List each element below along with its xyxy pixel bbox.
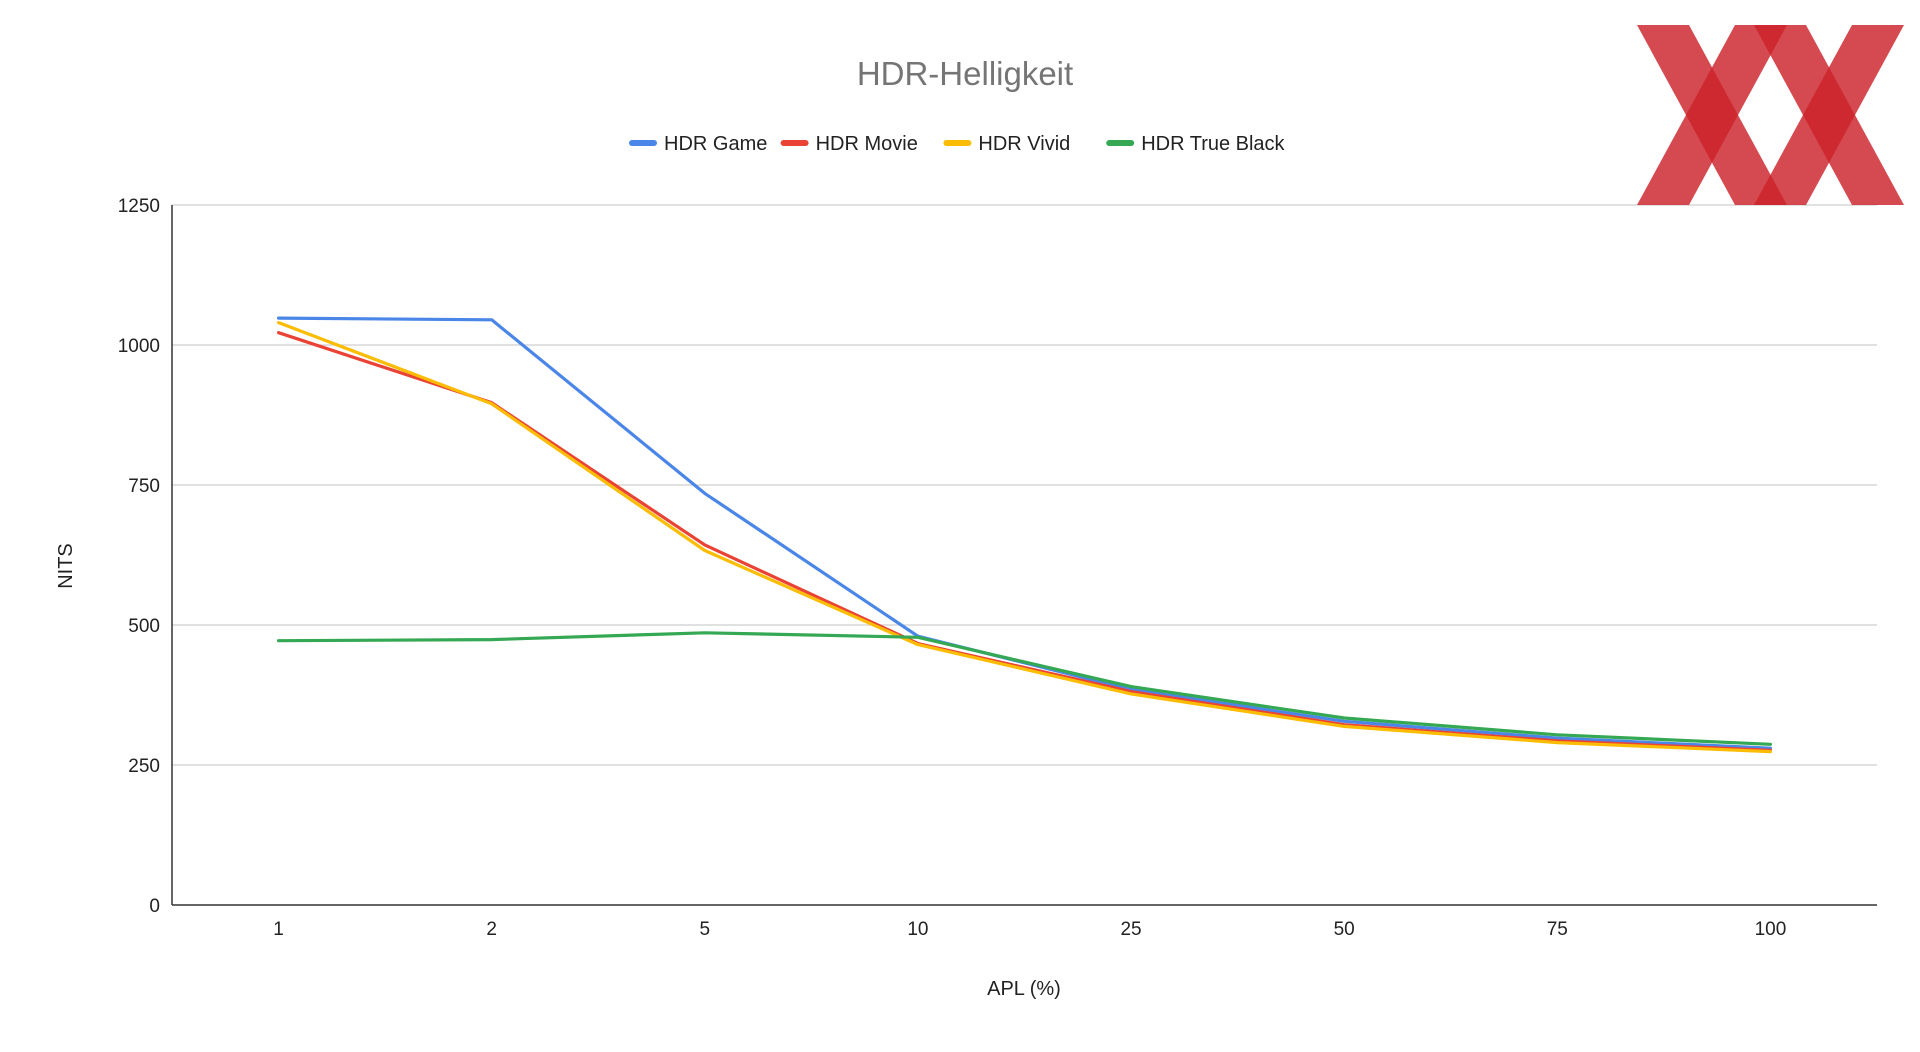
x-tick-label: 2 <box>486 919 497 940</box>
legend-item: HDR True Black <box>1106 133 1286 155</box>
x-tick-label: 1 <box>273 919 284 940</box>
y-tick-label: 500 <box>128 616 160 637</box>
y-tick-label: 1250 <box>118 196 160 217</box>
gridlines <box>172 204 1877 766</box>
legend-label: HDR Vivid <box>978 133 1070 155</box>
y-tick-label: 750 <box>128 476 160 497</box>
x-axis-label: APL (%) <box>987 978 1061 1000</box>
x-tick-label: 75 <box>1547 919 1568 940</box>
y-axis-label: NITS <box>55 543 77 589</box>
y-tick-label: 0 <box>149 896 160 917</box>
x-tick-label: 5 <box>700 919 711 940</box>
hardwareluxx-xx-logo-icon <box>1637 25 1904 205</box>
x-axis-tick-labels: 1 2 5 10 25 50 75 100 <box>273 919 1786 940</box>
logo-stroke <box>1754 25 1904 205</box>
legend-item: HDR Movie <box>780 133 918 155</box>
legend-item: HDR Game <box>629 133 767 155</box>
legend-label: HDR True Black <box>1141 133 1285 155</box>
x-tick-label: 100 <box>1755 919 1787 940</box>
legend-item: HDR Vivid <box>943 133 1070 155</box>
x-tick-label: 50 <box>1334 919 1355 940</box>
x-tick-label: 25 <box>1120 919 1141 940</box>
chart-title: HDR-Helligkeit <box>857 55 1073 92</box>
x-tick-label: 10 <box>907 919 928 940</box>
y-axis-tick-labels: 0 250 500 750 1000 1250 <box>118 196 160 917</box>
legend: HDR Game HDR Movie HDR Vivid HDR True Black <box>629 133 1286 155</box>
series-lines <box>277 316 1773 754</box>
y-tick-label: 250 <box>128 756 160 777</box>
series-line-hdr-vivid <box>277 321 1773 754</box>
series-line-hdr-true-black <box>277 631 1773 746</box>
legend-label: HDR Game <box>664 133 767 155</box>
y-tick-label: 1000 <box>118 336 160 357</box>
legend-label: HDR Movie <box>816 133 918 155</box>
logo-stroke <box>1637 25 1787 205</box>
